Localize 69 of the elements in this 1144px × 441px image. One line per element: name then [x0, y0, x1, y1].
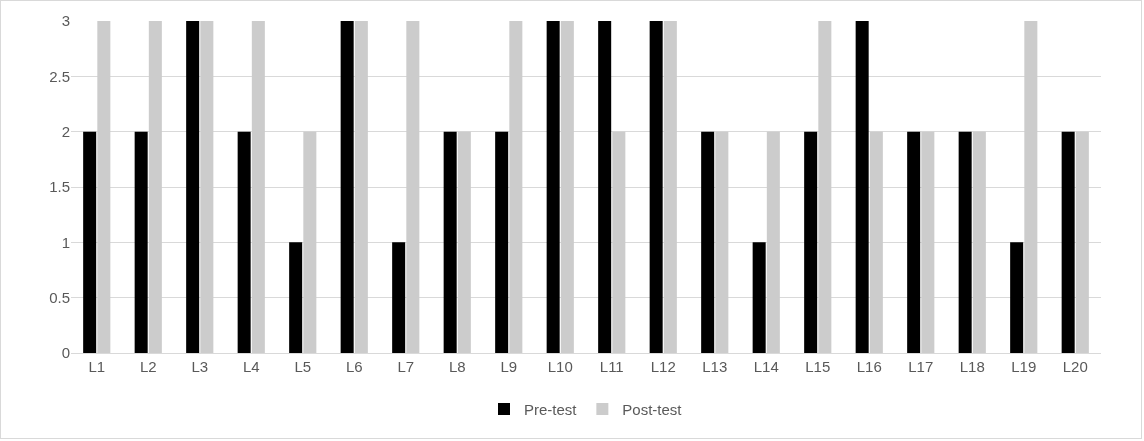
- bar: [1024, 21, 1038, 353]
- x-tick-label: L2: [139, 358, 157, 375]
- x-tick-label: L14: [753, 358, 779, 375]
- bar: [1010, 242, 1024, 353]
- bar: [186, 21, 200, 353]
- y-tick-label: 2.5: [49, 67, 70, 85]
- bar: [972, 131, 986, 353]
- bar: [354, 21, 368, 353]
- bar: [560, 21, 574, 353]
- legend-label: Pre-test: [524, 400, 578, 418]
- y-tick-label: 2: [61, 122, 70, 140]
- bar: [83, 131, 97, 353]
- y-tick-label: 0: [61, 344, 70, 362]
- x-tick-label: L3: [191, 358, 209, 375]
- x-tick-label: L20: [1062, 358, 1088, 375]
- x-tick-label: L17: [908, 358, 934, 375]
- bar: [921, 131, 935, 353]
- x-tick-label: L6: [345, 358, 363, 375]
- bar: [289, 242, 303, 353]
- y-tick-label: 1.5: [49, 178, 70, 196]
- bar: [392, 242, 406, 353]
- x-tick-label: L8: [448, 358, 466, 375]
- bar: [495, 131, 509, 353]
- bar: [869, 131, 883, 353]
- x-tick-label: L7: [397, 358, 415, 375]
- bar: [406, 21, 420, 353]
- bar: [766, 131, 780, 353]
- bar: [1075, 131, 1089, 353]
- x-tick-label: L11: [599, 358, 624, 375]
- bar: [443, 131, 457, 353]
- bar: [237, 131, 251, 353]
- bar: [303, 131, 317, 353]
- bar: [855, 21, 869, 353]
- bar: [663, 21, 677, 353]
- x-tick-label: L4: [242, 358, 260, 375]
- bar: [457, 131, 471, 353]
- bar: [546, 21, 560, 353]
- bar: [649, 21, 663, 353]
- x-tick-label: L9: [500, 358, 518, 375]
- x-tick-label: L12: [650, 358, 676, 375]
- bar: [818, 21, 832, 353]
- x-tick-label: L15: [805, 358, 831, 375]
- bar: [1061, 131, 1075, 353]
- bar: [715, 131, 729, 353]
- bar: [701, 131, 715, 353]
- x-tick-label: L16: [856, 358, 882, 375]
- bar: [134, 131, 148, 353]
- bar: [752, 242, 766, 353]
- y-tick-label: 0.5: [49, 288, 70, 306]
- bar: [958, 131, 972, 353]
- bar: [907, 131, 921, 353]
- legend-label: Post-test: [622, 400, 683, 418]
- y-tick-label: 3: [61, 12, 70, 30]
- x-tick-label: L13: [702, 358, 728, 375]
- bar: [598, 21, 612, 353]
- x-tick-label: L19: [1011, 358, 1037, 375]
- bar: [612, 131, 626, 353]
- bar: [251, 21, 265, 353]
- x-tick-label: L5: [294, 358, 312, 375]
- y-tick-label: 1: [61, 233, 70, 251]
- bar: [97, 21, 111, 353]
- bar: [340, 21, 354, 353]
- bar: [509, 21, 523, 353]
- bar: [148, 21, 162, 353]
- x-tick-label: L18: [959, 358, 985, 375]
- x-tick-label: L1: [88, 358, 106, 375]
- bar: [200, 21, 214, 353]
- x-tick-label: L10: [547, 358, 573, 375]
- bar: [804, 131, 818, 353]
